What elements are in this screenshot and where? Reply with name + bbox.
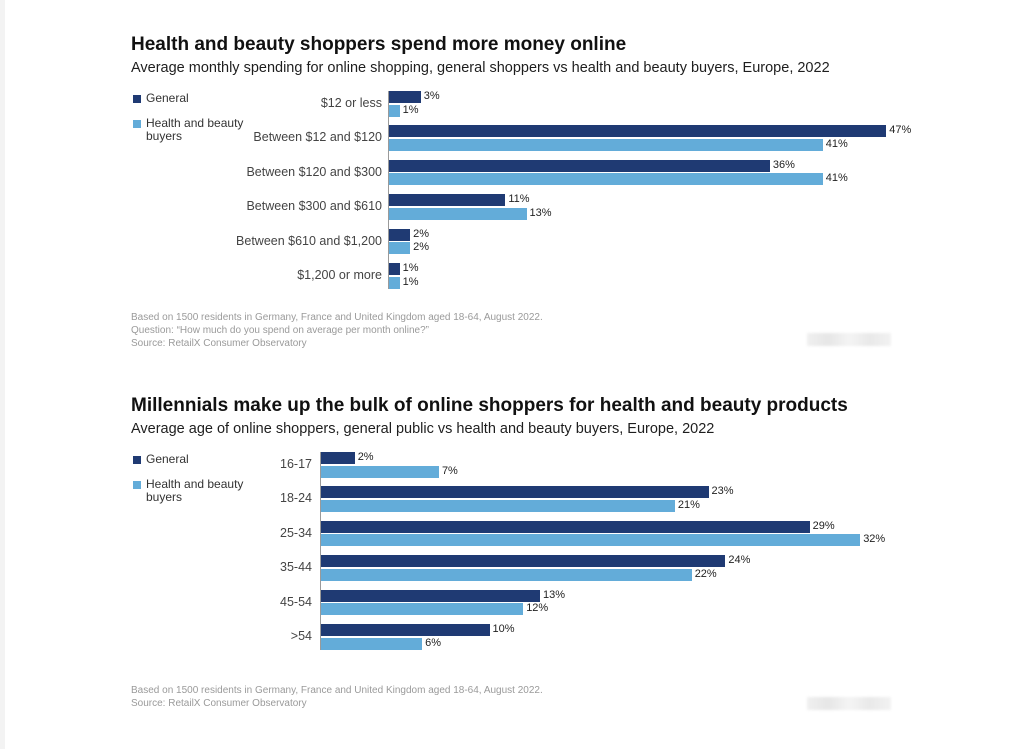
- category-label: $12 or less: [320, 96, 382, 110]
- legend-swatch-general: [133, 456, 141, 464]
- chart-subtitle: Average monthly spending for online shop…: [131, 60, 830, 76]
- data-label: 23%: [711, 485, 734, 498]
- category-label: 16-17: [280, 457, 312, 471]
- data-label: 36%: [772, 158, 795, 171]
- chart-title: Health and beauty shoppers spend more mo…: [131, 34, 627, 55]
- note-source: Source: RetailX Consumer Observatory: [131, 698, 307, 709]
- data-label: 2%: [413, 241, 430, 254]
- data-label: 10%: [492, 623, 515, 635]
- category-label: Between $610 and $1,200: [236, 233, 382, 248]
- legend-label: General: [146, 452, 189, 466]
- bar-health: [321, 568, 692, 581]
- category-label: 45-54: [280, 594, 312, 609]
- category-label: Between $120 and $300: [246, 164, 382, 179]
- data-label: 22%: [694, 567, 717, 580]
- data-label: 12%: [526, 602, 549, 615]
- chart-notes: Based on 1500 residents in Germany, Fran…: [131, 311, 543, 350]
- bar-general: [321, 520, 810, 533]
- bar-general: [321, 452, 355, 464]
- category-label: 35-44: [280, 560, 312, 575]
- bar-general: [321, 589, 541, 602]
- blurred-logo: [807, 333, 891, 346]
- bar-health: [321, 637, 423, 650]
- data-label: 2%: [413, 227, 430, 240]
- chart-subtitle: Average age of online shoppers, general …: [131, 421, 715, 437]
- legend-label: Health and beauty buyers: [146, 116, 244, 143]
- legend: General Health and beauty buyers: [131, 453, 261, 504]
- category-label: $1,200 or more: [297, 268, 382, 282]
- legend-item-general: General: [131, 453, 261, 466]
- bar-general: [389, 263, 400, 275]
- legend-item-health: Health and beauty buyers: [131, 117, 261, 143]
- note-question: Question: “How much do you spend on aver…: [131, 325, 429, 336]
- data-label: 41%: [825, 172, 848, 185]
- data-label: 1%: [402, 275, 419, 288]
- bar-general: [389, 194, 506, 207]
- chart-notes: Based on 1500 residents in Germany, Fran…: [131, 684, 543, 710]
- bar-general: [389, 91, 421, 103]
- bar-general: [321, 624, 490, 636]
- legend-item-general: General: [131, 92, 261, 105]
- legend-label: Health and beauty buyers: [146, 477, 244, 504]
- bar-health: [389, 173, 823, 186]
- bar-general: [389, 228, 411, 241]
- bar-health: [389, 276, 400, 289]
- category-label: >54: [290, 629, 312, 643]
- page-edge: [0, 0, 5, 749]
- category-axis-line: [320, 452, 321, 650]
- data-label: 13%: [543, 588, 566, 601]
- data-label: 7%: [441, 464, 458, 477]
- data-label: 11%: [508, 193, 530, 206]
- bar-general: [321, 555, 726, 568]
- bar-health: [389, 207, 527, 220]
- data-label: 1%: [402, 262, 419, 274]
- data-label: 6%: [425, 636, 441, 649]
- category-label: 25-34: [280, 525, 312, 540]
- bar-general: [389, 125, 887, 138]
- chart-title: Millennials make up the bulk of online s…: [131, 395, 848, 416]
- note-sample: Based on 1500 residents in Germany, Fran…: [131, 685, 543, 696]
- bar-health: [321, 534, 861, 547]
- bar-health: [389, 138, 823, 151]
- data-label: 24%: [728, 554, 751, 567]
- legend-label: General: [146, 91, 189, 105]
- data-label: 41%: [825, 137, 848, 150]
- bar-health: [321, 465, 439, 478]
- legend-swatch-health: [133, 120, 141, 128]
- data-label: 3%: [423, 90, 440, 102]
- bar-general: [389, 159, 770, 172]
- data-label: 2%: [357, 451, 374, 463]
- data-label: 21%: [677, 498, 700, 511]
- bar-health: [321, 499, 675, 512]
- legend-swatch-health: [133, 481, 141, 489]
- bar-health: [321, 603, 524, 616]
- data-label: 32%: [863, 533, 886, 546]
- category-axis-line: [388, 91, 389, 289]
- category-label: Between $300 and $610: [246, 199, 382, 214]
- note-sample: Based on 1500 residents in Germany, Fran…: [131, 312, 543, 323]
- data-label: 29%: [812, 519, 835, 532]
- legend-item-health: Health and beauty buyers: [131, 478, 261, 504]
- legend-swatch-general: [133, 95, 141, 103]
- category-label: 18-24: [280, 491, 312, 506]
- note-source: Source: RetailX Consumer Observatory: [131, 338, 307, 349]
- bar-health: [389, 104, 400, 117]
- category-label: Between $12 and $120: [253, 130, 382, 145]
- data-label: 1%: [402, 103, 419, 116]
- legend: General Health and beauty buyers: [131, 92, 261, 143]
- data-label: 13%: [529, 206, 552, 219]
- data-label: 47%: [889, 124, 912, 137]
- bar-general: [321, 486, 709, 499]
- blurred-logo: [807, 697, 891, 710]
- bar-health: [389, 242, 411, 255]
